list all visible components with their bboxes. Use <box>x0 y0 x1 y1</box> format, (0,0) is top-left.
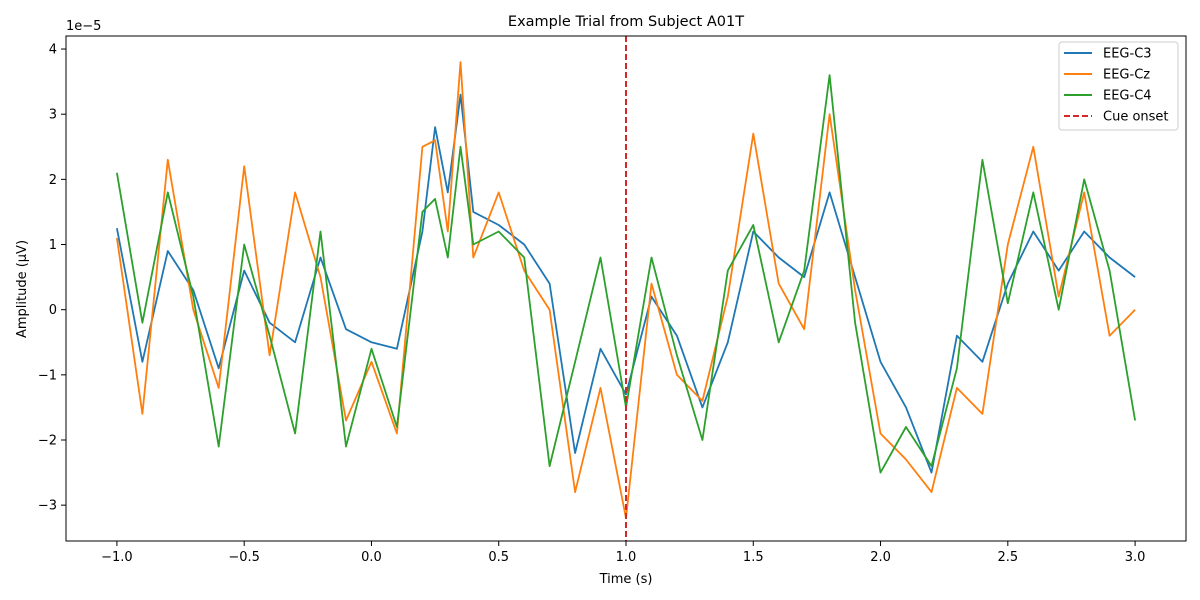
series-line-1 <box>116 93 1136 474</box>
y-axis-offset-label: 1e−5 <box>66 19 101 34</box>
x-tick-label: −0.5 <box>228 550 260 565</box>
series-line-2 <box>116 61 1136 520</box>
y-tick-label: −3 <box>38 499 57 514</box>
legend-entry-label: EEG-C4 <box>1103 89 1152 104</box>
series-line-3 <box>116 74 1136 474</box>
y-axis-label: Amplitude (µV) <box>15 240 30 338</box>
y-tick-label: −2 <box>38 434 57 449</box>
y-tick-label: 3 <box>49 108 57 123</box>
x-tick-label: 2.0 <box>870 550 891 565</box>
y-tick-label: 4 <box>49 43 57 58</box>
y-tick-label: 2 <box>49 173 57 188</box>
series-layer <box>116 61 1136 520</box>
x-tick-label: 3.0 <box>1125 550 1146 565</box>
x-tick-label: 0.5 <box>488 550 509 565</box>
x-tick-label: −1.0 <box>101 550 133 565</box>
chart-title: Example Trial from Subject A01T <box>508 14 744 30</box>
x-tick-label: 0.0 <box>361 550 382 565</box>
x-tick-label: 1.5 <box>743 550 764 565</box>
y-axis-ticks: −3 −2 −1 0 1 2 3 4 <box>38 43 66 514</box>
legend-entry-label: EEG-C3 <box>1103 47 1152 62</box>
x-axis-label: Time (s) <box>599 572 653 587</box>
legend-box <box>1058 41 1179 131</box>
y-tick-label: −1 <box>38 368 57 383</box>
legend: EEG-C3 EEG-Cz EEG-C4 Cue onset <box>1058 41 1179 131</box>
y-tick-label: 0 <box>49 303 57 318</box>
y-tick-label: 1 <box>49 238 57 253</box>
legend-entry-label: Cue onset <box>1103 110 1169 125</box>
x-tick-label: 1.0 <box>616 550 637 565</box>
x-axis-ticks: −1.0 −0.5 0.0 0.5 1.0 1.5 2.0 2.5 3.0 <box>101 541 1145 565</box>
x-tick-label: 2.5 <box>997 550 1018 565</box>
legend-entry-label: EEG-Cz <box>1103 68 1150 83</box>
